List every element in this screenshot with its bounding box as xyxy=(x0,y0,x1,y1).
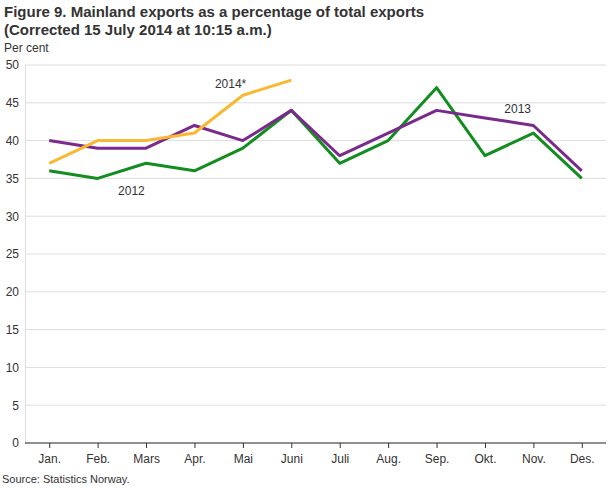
y-tick: 15 xyxy=(6,323,25,337)
x-tick: Juni xyxy=(281,443,303,466)
x-tick-label: Des. xyxy=(570,452,595,466)
x-tick-label: Juni xyxy=(281,452,303,466)
x-tick: Aug. xyxy=(376,443,401,466)
x-tick-label: Okt. xyxy=(474,452,496,466)
y-axis: 0 5 10 15 20 25 30 35 40 45 50 xyxy=(6,58,26,450)
y-tick: 5 xyxy=(12,399,25,413)
x-tick-mark xyxy=(146,443,147,448)
y-tick: 35 xyxy=(6,172,25,186)
series-line xyxy=(49,88,582,179)
source: Source: Statistics Norway. xyxy=(2,473,130,485)
y-tick-label: 25 xyxy=(6,247,20,261)
x-tick-mark xyxy=(340,443,341,448)
x-tick: Sep. xyxy=(425,443,450,466)
y-axis-title: Per cent xyxy=(4,41,49,55)
y-tick: 30 xyxy=(6,210,25,224)
x-tick: Juli xyxy=(331,443,349,466)
y-tick: 25 xyxy=(6,247,25,261)
x-tick-label: Aug. xyxy=(376,452,401,466)
y-tick-label: 5 xyxy=(12,399,19,413)
x-tick-label: Mai xyxy=(234,452,253,466)
y-tick-label: 40 xyxy=(6,134,20,148)
x-tick: Mai xyxy=(234,443,253,466)
grid-line xyxy=(25,178,606,179)
y-tick-label: 0 xyxy=(12,436,19,450)
x-tick-label: Sep. xyxy=(425,452,450,466)
grid-line xyxy=(25,367,606,368)
y-tick: 10 xyxy=(6,361,25,375)
x-tick-mark xyxy=(49,443,50,448)
y-tick: 40 xyxy=(6,134,25,148)
y-axis-line xyxy=(25,66,26,444)
grid-line xyxy=(25,65,606,66)
x-tick-label: Mars xyxy=(133,452,160,466)
grid xyxy=(25,65,606,443)
grid-line xyxy=(25,329,606,330)
grid-line xyxy=(25,254,606,255)
grid-line xyxy=(25,443,606,444)
x-tick: Okt. xyxy=(474,443,496,466)
x-tick-mark xyxy=(98,443,99,448)
x-tick-label: Juli xyxy=(331,452,349,466)
chart: Figure 9. Mainland exports as a percenta… xyxy=(0,0,610,488)
x-tick: Des. xyxy=(570,443,595,466)
y-tick-label: 50 xyxy=(6,58,20,72)
y-tick-label: 45 xyxy=(6,96,20,110)
subtitle: (Corrected 15 July 2014 at 10:15 a.m.) xyxy=(4,21,272,38)
title: Figure 9. Mainland exports as a percenta… xyxy=(4,3,424,20)
y-tick: 45 xyxy=(6,96,25,110)
x-tick: Nov. xyxy=(522,443,546,466)
y-tick: 20 xyxy=(6,285,25,299)
series-label: 2012 xyxy=(118,184,145,198)
y-tick-label: 10 xyxy=(6,361,20,375)
grid-line xyxy=(25,291,606,292)
series-line xyxy=(49,80,291,163)
x-tick-mark xyxy=(194,443,195,448)
x-tick-mark xyxy=(243,443,244,448)
series-label: 2014* xyxy=(215,77,247,91)
x-tick-label: Apr. xyxy=(184,452,205,466)
x-tick-mark xyxy=(582,443,583,448)
x-axis-line xyxy=(25,443,606,444)
x-axis: Jan. Feb. Mars Apr. Mai Juni Juli Aug. Sep. Okt. N… xyxy=(25,443,606,466)
y-tick-label: 35 xyxy=(6,172,20,186)
series-label: 2013 xyxy=(504,102,531,116)
y-tick-label: 30 xyxy=(6,210,20,224)
x-tick-mark xyxy=(291,443,292,448)
x-tick: Mars xyxy=(133,443,160,466)
plot-area xyxy=(49,80,582,178)
x-tick-mark xyxy=(388,443,389,448)
y-tick-label: 20 xyxy=(6,285,20,299)
x-tick: Jan. xyxy=(38,443,61,466)
grid-line xyxy=(25,216,606,217)
grid-line xyxy=(25,405,606,406)
x-tick-mark xyxy=(485,443,486,448)
y-tick-label: 15 xyxy=(6,323,20,337)
x-tick-label: Jan. xyxy=(38,452,61,466)
y-tick: 0 xyxy=(12,436,25,450)
x-tick: Apr. xyxy=(184,443,205,466)
x-tick-mark xyxy=(533,443,534,448)
y-tick: 50 xyxy=(6,58,25,72)
x-tick-mark xyxy=(437,443,438,448)
x-tick-label: Nov. xyxy=(522,452,546,466)
x-tick: Feb. xyxy=(86,443,110,466)
x-tick-label: Feb. xyxy=(86,452,110,466)
